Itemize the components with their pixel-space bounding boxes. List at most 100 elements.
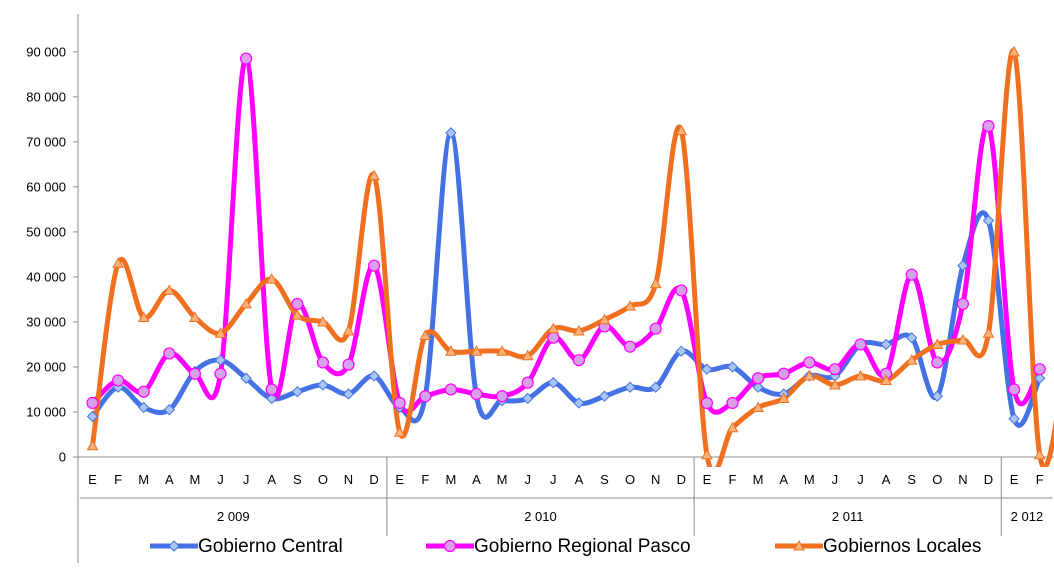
x-tick-label: O <box>318 472 328 487</box>
data-point-gobierno-regional-pasco <box>138 386 149 397</box>
x-tick-label: S <box>907 472 916 487</box>
data-point-gobierno-central <box>318 380 328 390</box>
legend-label: Gobierno Regional Pasco <box>474 536 691 557</box>
data-point-gobierno-central <box>625 382 635 392</box>
data-point-gobierno-regional-pasco <box>113 375 124 386</box>
data-point-gobierno-regional-pasco <box>189 368 200 379</box>
legend-label: Gobiernos Locales <box>823 536 981 557</box>
legend-marker-gobierno-central <box>169 541 179 551</box>
x-tick-label: E <box>395 472 404 487</box>
x-tick-label: E <box>703 472 712 487</box>
data-point-gobierno-regional-pasco <box>701 397 712 408</box>
year-label: 2 011 <box>832 509 864 524</box>
x-tick-label: A <box>165 472 174 487</box>
x-tick-label: M <box>753 472 764 487</box>
data-point-gobierno-regional-pasco <box>804 357 815 368</box>
data-point-gobiernos-locales <box>1035 450 1045 459</box>
data-point-gobierno-regional-pasco <box>753 373 764 384</box>
year-label: 2 009 <box>217 509 250 524</box>
data-point-gobierno-regional-pasco <box>983 121 994 132</box>
y-tick-label: 40 000 <box>26 269 66 284</box>
data-point-gobierno-regional-pasco <box>573 355 584 366</box>
x-tick-label: F <box>1036 472 1044 487</box>
data-point-gobierno-regional-pasco <box>420 391 431 402</box>
x-tick-label: M <box>189 472 200 487</box>
data-point-gobierno-regional-pasco <box>394 397 405 408</box>
x-tick-label: D <box>369 472 378 487</box>
data-point-gobierno-regional-pasco <box>855 339 866 350</box>
data-point-gobierno-regional-pasco <box>1009 384 1020 395</box>
y-tick-label: 70 000 <box>26 134 66 149</box>
x-tick-label: S <box>293 472 302 487</box>
data-point-gobierno-regional-pasco <box>829 364 840 375</box>
x-tick-label: J <box>832 472 839 487</box>
data-point-gobiernos-locales <box>88 441 98 450</box>
x-tick-label: F <box>421 472 429 487</box>
data-point-gobiernos-locales <box>984 328 994 337</box>
data-point-gobierno-regional-pasco <box>727 397 738 408</box>
data-point-gobierno-regional-pasco <box>317 357 328 368</box>
x-tick-label: O <box>932 472 942 487</box>
year-label: 2 012 <box>1011 509 1044 524</box>
data-point-gobierno-regional-pasco <box>369 260 380 271</box>
data-point-gobierno-regional-pasco <box>445 384 456 395</box>
data-point-gobierno-regional-pasco <box>241 53 252 64</box>
y-tick-label: 30 000 <box>26 314 66 329</box>
x-tick-label: A <box>575 472 584 487</box>
data-point-gobierno-regional-pasco <box>957 298 968 309</box>
y-tick-label: 60 000 <box>26 179 66 194</box>
x-tick-label: F <box>114 472 122 487</box>
x-tick-label: D <box>677 472 686 487</box>
data-point-gobierno-regional-pasco <box>676 285 687 296</box>
x-tick-label: J <box>243 472 250 487</box>
y-tick-label: 10 000 <box>26 404 66 419</box>
data-point-gobierno-regional-pasco <box>343 359 354 370</box>
y-tick-label: 80 000 <box>26 89 66 104</box>
x-tick-label: N <box>958 472 967 487</box>
x-tick-label: J <box>857 472 864 487</box>
legend-label: Gobierno Central <box>198 536 343 557</box>
x-tick-label: N <box>344 472 353 487</box>
y-tick-label: 50 000 <box>26 224 66 239</box>
data-point-gobierno-regional-pasco <box>778 368 789 379</box>
x-tick-label: D <box>984 472 993 487</box>
data-point-gobierno-regional-pasco <box>471 388 482 399</box>
legend-marker-gobierno-regional-pasco <box>445 541 456 552</box>
x-tick-label: M <box>497 472 508 487</box>
data-point-gobiernos-locales <box>651 279 661 288</box>
data-point-gobiernos-locales <box>702 450 712 459</box>
x-tick-label: F <box>729 472 737 487</box>
data-point-gobierno-regional-pasco <box>215 368 226 379</box>
x-tick-label: O <box>625 472 635 487</box>
series-line-gobierno-regional-pasco <box>93 59 1040 413</box>
series-layer <box>93 51 1054 473</box>
data-point-gobierno-regional-pasco <box>266 384 277 395</box>
y-tick-label: 90 000 <box>26 44 66 59</box>
data-point-gobierno-regional-pasco <box>87 397 98 408</box>
data-point-gobierno-regional-pasco <box>292 298 303 309</box>
x-tick-label: E <box>1010 472 1019 487</box>
data-point-gobierno-regional-pasco <box>522 377 533 388</box>
data-point-gobierno-regional-pasco <box>906 269 917 280</box>
x-tick-label: M <box>445 472 456 487</box>
data-point-gobierno-regional-pasco <box>650 323 661 334</box>
y-tick-label: 0 <box>59 450 66 465</box>
data-point-gobierno-regional-pasco <box>625 341 636 352</box>
x-tick-label: J <box>217 472 224 487</box>
x-tick-label: A <box>472 472 481 487</box>
x-tick-label: A <box>779 472 788 487</box>
x-tick-label: A <box>267 472 276 487</box>
x-tick-label: E <box>88 472 97 487</box>
x-tick-label: J <box>524 472 531 487</box>
data-point-gobierno-regional-pasco <box>1034 364 1045 375</box>
data-point-gobierno-regional-pasco <box>932 357 943 368</box>
x-tick-label: S <box>600 472 609 487</box>
y-tick-label: 20 000 <box>26 359 66 374</box>
year-label: 2 010 <box>524 509 557 524</box>
data-point-gobierno-regional-pasco <box>548 332 559 343</box>
data-point-gobierno-regional-pasco <box>497 391 508 402</box>
x-tick-label: M <box>804 472 815 487</box>
x-tick-label: J <box>550 472 557 487</box>
